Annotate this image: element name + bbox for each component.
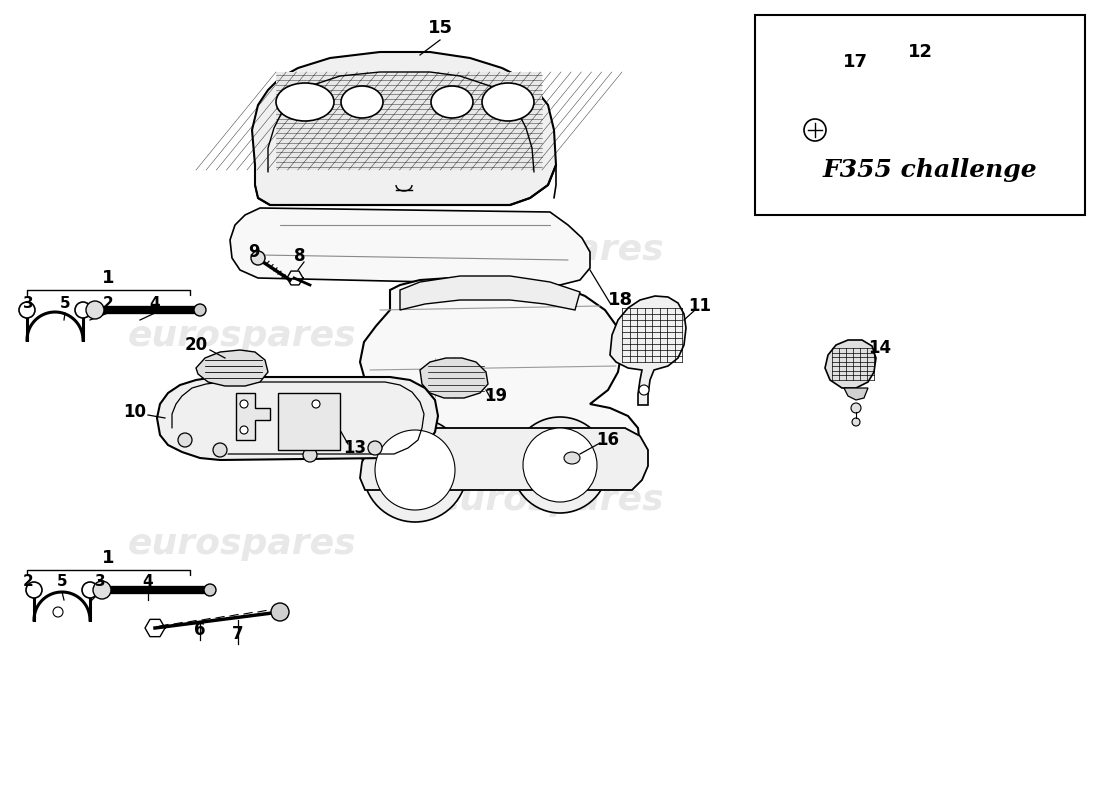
Polygon shape bbox=[420, 358, 488, 398]
Ellipse shape bbox=[341, 86, 383, 118]
Text: 16: 16 bbox=[596, 431, 619, 449]
Polygon shape bbox=[278, 393, 340, 450]
Circle shape bbox=[194, 304, 206, 316]
Circle shape bbox=[213, 443, 227, 457]
Text: eurospares: eurospares bbox=[128, 527, 356, 561]
Text: eurospares: eurospares bbox=[436, 233, 664, 267]
Circle shape bbox=[86, 301, 104, 319]
Text: 7: 7 bbox=[232, 625, 244, 643]
Circle shape bbox=[302, 448, 317, 462]
Polygon shape bbox=[196, 350, 268, 386]
Ellipse shape bbox=[276, 83, 334, 121]
Text: 3: 3 bbox=[95, 574, 106, 590]
Text: 19: 19 bbox=[484, 387, 507, 405]
Circle shape bbox=[19, 302, 35, 318]
Circle shape bbox=[82, 582, 98, 598]
Circle shape bbox=[240, 400, 248, 408]
Text: 8: 8 bbox=[295, 247, 306, 265]
Text: 1: 1 bbox=[101, 549, 114, 567]
Circle shape bbox=[53, 607, 63, 617]
Ellipse shape bbox=[482, 83, 534, 121]
Polygon shape bbox=[610, 296, 686, 405]
Text: 20: 20 bbox=[185, 336, 208, 354]
Bar bbox=[276, 72, 542, 170]
Text: 6: 6 bbox=[195, 621, 206, 639]
Polygon shape bbox=[157, 377, 438, 460]
Circle shape bbox=[312, 400, 320, 408]
Circle shape bbox=[178, 433, 192, 447]
Circle shape bbox=[639, 385, 649, 395]
Text: 2: 2 bbox=[102, 295, 113, 310]
Text: 1: 1 bbox=[101, 269, 114, 287]
Circle shape bbox=[271, 603, 289, 621]
Circle shape bbox=[852, 418, 860, 426]
Circle shape bbox=[851, 403, 861, 413]
Text: 4: 4 bbox=[143, 574, 153, 590]
Text: eurospares: eurospares bbox=[128, 319, 356, 353]
Text: 10: 10 bbox=[123, 403, 146, 421]
Circle shape bbox=[251, 251, 265, 265]
Polygon shape bbox=[360, 278, 640, 498]
Circle shape bbox=[94, 581, 111, 599]
Circle shape bbox=[522, 428, 597, 502]
Ellipse shape bbox=[431, 86, 473, 118]
Text: eurospares: eurospares bbox=[436, 483, 664, 517]
Circle shape bbox=[204, 584, 216, 596]
Circle shape bbox=[26, 582, 42, 598]
Circle shape bbox=[363, 418, 468, 522]
Text: F355 challenge: F355 challenge bbox=[823, 158, 1037, 182]
Polygon shape bbox=[236, 393, 270, 440]
Text: 18: 18 bbox=[607, 291, 632, 309]
Circle shape bbox=[240, 426, 248, 434]
Circle shape bbox=[75, 302, 91, 318]
Text: 2: 2 bbox=[23, 574, 33, 590]
Polygon shape bbox=[252, 52, 556, 205]
Text: 14: 14 bbox=[868, 339, 892, 357]
Polygon shape bbox=[400, 276, 580, 310]
Text: 13: 13 bbox=[343, 439, 366, 457]
Text: 5: 5 bbox=[57, 574, 67, 590]
Text: 4: 4 bbox=[150, 295, 161, 310]
Bar bbox=[755, 15, 1085, 215]
Text: 17: 17 bbox=[843, 53, 868, 71]
Polygon shape bbox=[230, 208, 590, 285]
Polygon shape bbox=[825, 340, 876, 388]
Circle shape bbox=[375, 430, 455, 510]
Text: 5: 5 bbox=[59, 295, 70, 310]
Polygon shape bbox=[844, 388, 868, 400]
Text: 12: 12 bbox=[908, 43, 933, 61]
Ellipse shape bbox=[564, 452, 580, 464]
Text: 15: 15 bbox=[428, 19, 452, 37]
Circle shape bbox=[368, 441, 382, 455]
Polygon shape bbox=[360, 428, 648, 490]
Circle shape bbox=[512, 417, 608, 513]
Text: 9: 9 bbox=[249, 243, 260, 261]
Circle shape bbox=[804, 119, 826, 141]
Text: 11: 11 bbox=[689, 297, 712, 315]
Text: 3: 3 bbox=[23, 295, 33, 310]
